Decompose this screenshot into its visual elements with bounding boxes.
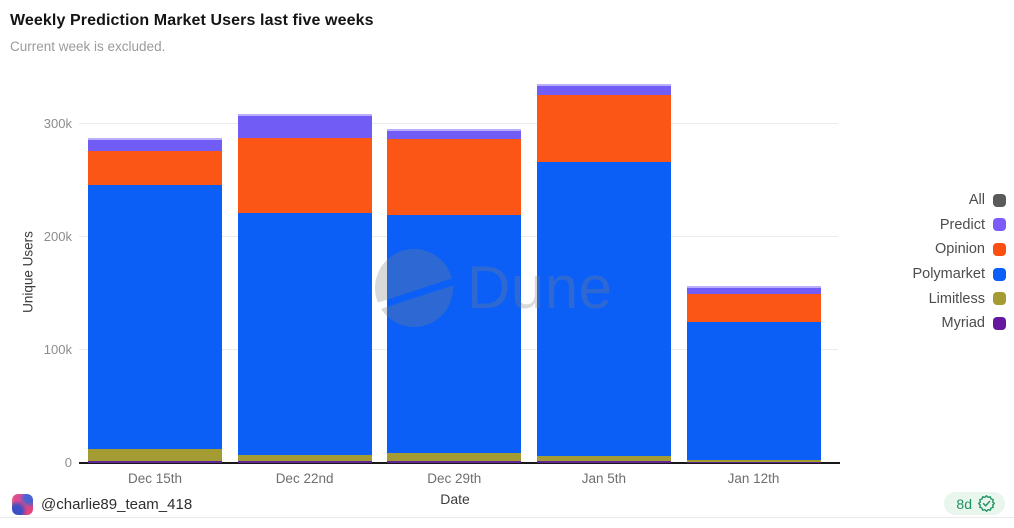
x-tick-dec-29th: Dec 29th [427, 471, 482, 486]
legend-swatch-icon [993, 292, 1006, 306]
x-axis-label: Date [440, 491, 470, 507]
bar-segment-polymarket[interactable] [88, 185, 222, 450]
legend-swatch-icon [993, 267, 1006, 281]
bar-segment-limitless[interactable] [88, 449, 222, 461]
refresh-age-badge[interactable]: 8d [944, 492, 1005, 515]
bar-jan-5th[interactable] [536, 84, 671, 463]
bar-segment-polymarket[interactable] [387, 214, 522, 454]
bar-segment-polymarket[interactable] [237, 212, 372, 455]
bar-segment-myriad[interactable] [686, 462, 821, 463]
legend-swatch-icon [993, 218, 1006, 232]
gridline-300k [79, 123, 838, 124]
verified-seal-icon [978, 495, 995, 512]
x-axis-line [79, 462, 840, 464]
legend-label: Limitless [928, 290, 985, 307]
legend-item-limitless[interactable]: Limitless [912, 286, 1006, 311]
bar-segment-opinion[interactable] [237, 138, 372, 213]
x-tick-jan-5th: Jan 5th [581, 471, 627, 486]
bar-segment-predict[interactable] [387, 128, 522, 140]
author-avatar [12, 494, 33, 515]
author-link[interactable]: @charlie89_team_418 [12, 494, 192, 515]
y-tick-0: 0 [64, 455, 72, 470]
bar-segment-myriad[interactable] [536, 460, 671, 463]
bar-segment-predict[interactable] [536, 84, 671, 96]
legend-item-polymarket[interactable]: Polymarket [912, 262, 1006, 287]
bar-segment-limitless[interactable] [686, 460, 821, 463]
bar-segment-opinion[interactable] [686, 293, 821, 323]
legend-item-myriad[interactable]: Myriad [912, 311, 1006, 336]
x-tick-dec-15th: Dec 15th [127, 471, 183, 486]
legend-label: Polymarket [912, 266, 985, 283]
y-tick-200k: 200k [43, 229, 72, 244]
bar-dec-15th[interactable] [88, 137, 222, 463]
legend-swatch-icon [993, 316, 1006, 330]
legend-label: Predict [939, 216, 985, 233]
legend-swatch-icon [993, 242, 1006, 256]
bar-segment-myriad[interactable] [237, 461, 372, 463]
bar-segment-predict[interactable] [88, 137, 222, 152]
bar-segment-limitless[interactable] [387, 453, 522, 461]
chart-legend: All Predict Opinion Polymarket Limitless Myri… [912, 188, 1006, 336]
bar-segment-predict[interactable] [237, 114, 372, 139]
bar-jan-12th[interactable] [686, 285, 821, 463]
bar-segment-opinion[interactable] [387, 139, 522, 215]
legend-label: Myriad [941, 315, 985, 332]
bar-segment-myriad[interactable] [88, 460, 222, 463]
bar-segment-limitless[interactable] [237, 454, 372, 462]
bar-dec-29th[interactable] [387, 128, 522, 463]
legend-item-predict[interactable]: Predict [912, 213, 1006, 238]
bar-segment-polymarket[interactable] [686, 322, 821, 461]
author-username: @charlie89_team_418 [41, 496, 193, 513]
refresh-age-text: 8d [956, 495, 972, 512]
bar-segment-myriad[interactable] [387, 460, 522, 463]
bar-segment-limitless[interactable] [536, 455, 671, 461]
bar-dec-22nd[interactable] [237, 114, 372, 463]
legend-swatch-icon [993, 193, 1006, 207]
legend-item-opinion[interactable]: Opinion [912, 237, 1006, 262]
bar-segment-opinion[interactable] [88, 151, 222, 186]
bar-segment-predict[interactable] [686, 285, 821, 294]
legend-label: Opinion [935, 241, 985, 258]
chart-subtitle: Current week is excluded. [10, 39, 166, 54]
footer-divider [0, 517, 1014, 518]
legend-item-all[interactable]: All [912, 188, 1006, 213]
plot-area [79, 80, 840, 464]
y-tick-100k: 100k [43, 342, 72, 357]
y-tick-300k: 300k [43, 116, 72, 131]
bar-segment-opinion[interactable] [536, 95, 671, 162]
x-tick-jan-12th: Jan 12th [727, 471, 780, 486]
bar-segment-polymarket[interactable] [536, 161, 671, 456]
x-tick-dec-22nd: Dec 22nd [275, 471, 334, 486]
chart-title: Weekly Prediction Market Users last five… [10, 12, 374, 29]
legend-label: All [968, 192, 985, 209]
